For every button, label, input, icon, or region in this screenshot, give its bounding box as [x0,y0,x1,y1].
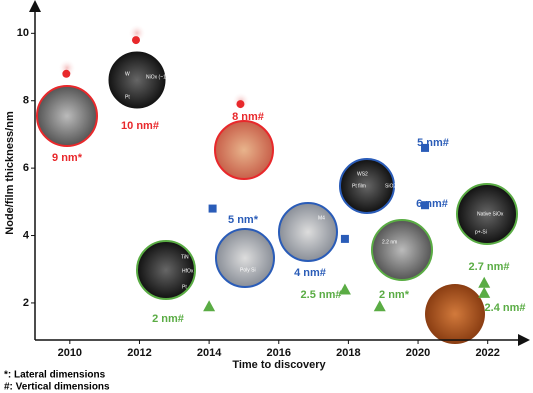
annotation: 2.5 nm# [301,289,342,301]
image-label: Poly Si [240,267,256,273]
x-tick-label: 2020 [406,347,430,359]
data-point [338,283,351,295]
data-point [340,234,349,243]
x-tick-label: 2010 [58,347,82,359]
micrographs [36,24,518,344]
annotation: 8 nm# [232,111,264,123]
data-point [478,276,491,288]
image-label: SiO2 [385,183,396,189]
data-point [373,300,386,312]
annotation: 5 nm# [417,137,449,149]
data-point [208,204,217,213]
y-tick-label: 6 [23,162,29,174]
annotation: 9 nm* [52,152,83,164]
image-label: HfOx [182,268,194,274]
annotation: 6 nm# [416,198,448,210]
data-point [478,286,491,298]
image-label: Pt [182,284,187,290]
y-tick-label: 10 [17,27,29,39]
image-label: TiN [181,254,189,260]
data-point [236,100,245,109]
image-label: WS2 [357,171,368,177]
image-label: p+-Si [475,229,487,235]
x-tick-label: 2016 [267,347,291,359]
data-point [62,69,71,78]
annotation: 10 nm# [121,120,159,132]
data-point [421,143,430,152]
data-point [203,300,216,312]
annotation: 4 nm# [294,267,326,279]
data-point [131,36,140,45]
x-axis-label: Time to discovery [232,359,326,371]
annotation: 2.7 nm# [469,261,510,273]
data-point [421,201,430,210]
x-tick-label: 2018 [336,347,360,359]
y-axis-label: Node/film thickness/nm [4,111,16,235]
annotation: 2 nm* [379,289,410,301]
y-tick-label: 8 [23,95,29,107]
image-label: 2.2 nm [382,239,397,245]
x-tick-label: 2012 [127,347,151,359]
x-tick-label: 2014 [197,347,222,359]
annotation: 2.4 nm# [485,302,526,314]
x-tick-label: 2022 [475,347,499,359]
footnote: *: Lateral dimensions [4,370,106,381]
annotation: 5 nm* [228,214,259,226]
y-tick-label: 4 [23,229,30,241]
annotation: 2 nm# [152,313,184,325]
image-label: M4 [318,215,325,221]
y-tick-label: 2 [23,297,29,309]
image-label: NiOx (~10 nm) [146,74,179,80]
image-label: W [125,71,130,77]
footnote: #: Vertical dimensions [4,382,110,393]
image-label: Pt [125,94,130,100]
image-label: Pt film [352,183,366,189]
image-label: Native SiOx [477,211,504,217]
